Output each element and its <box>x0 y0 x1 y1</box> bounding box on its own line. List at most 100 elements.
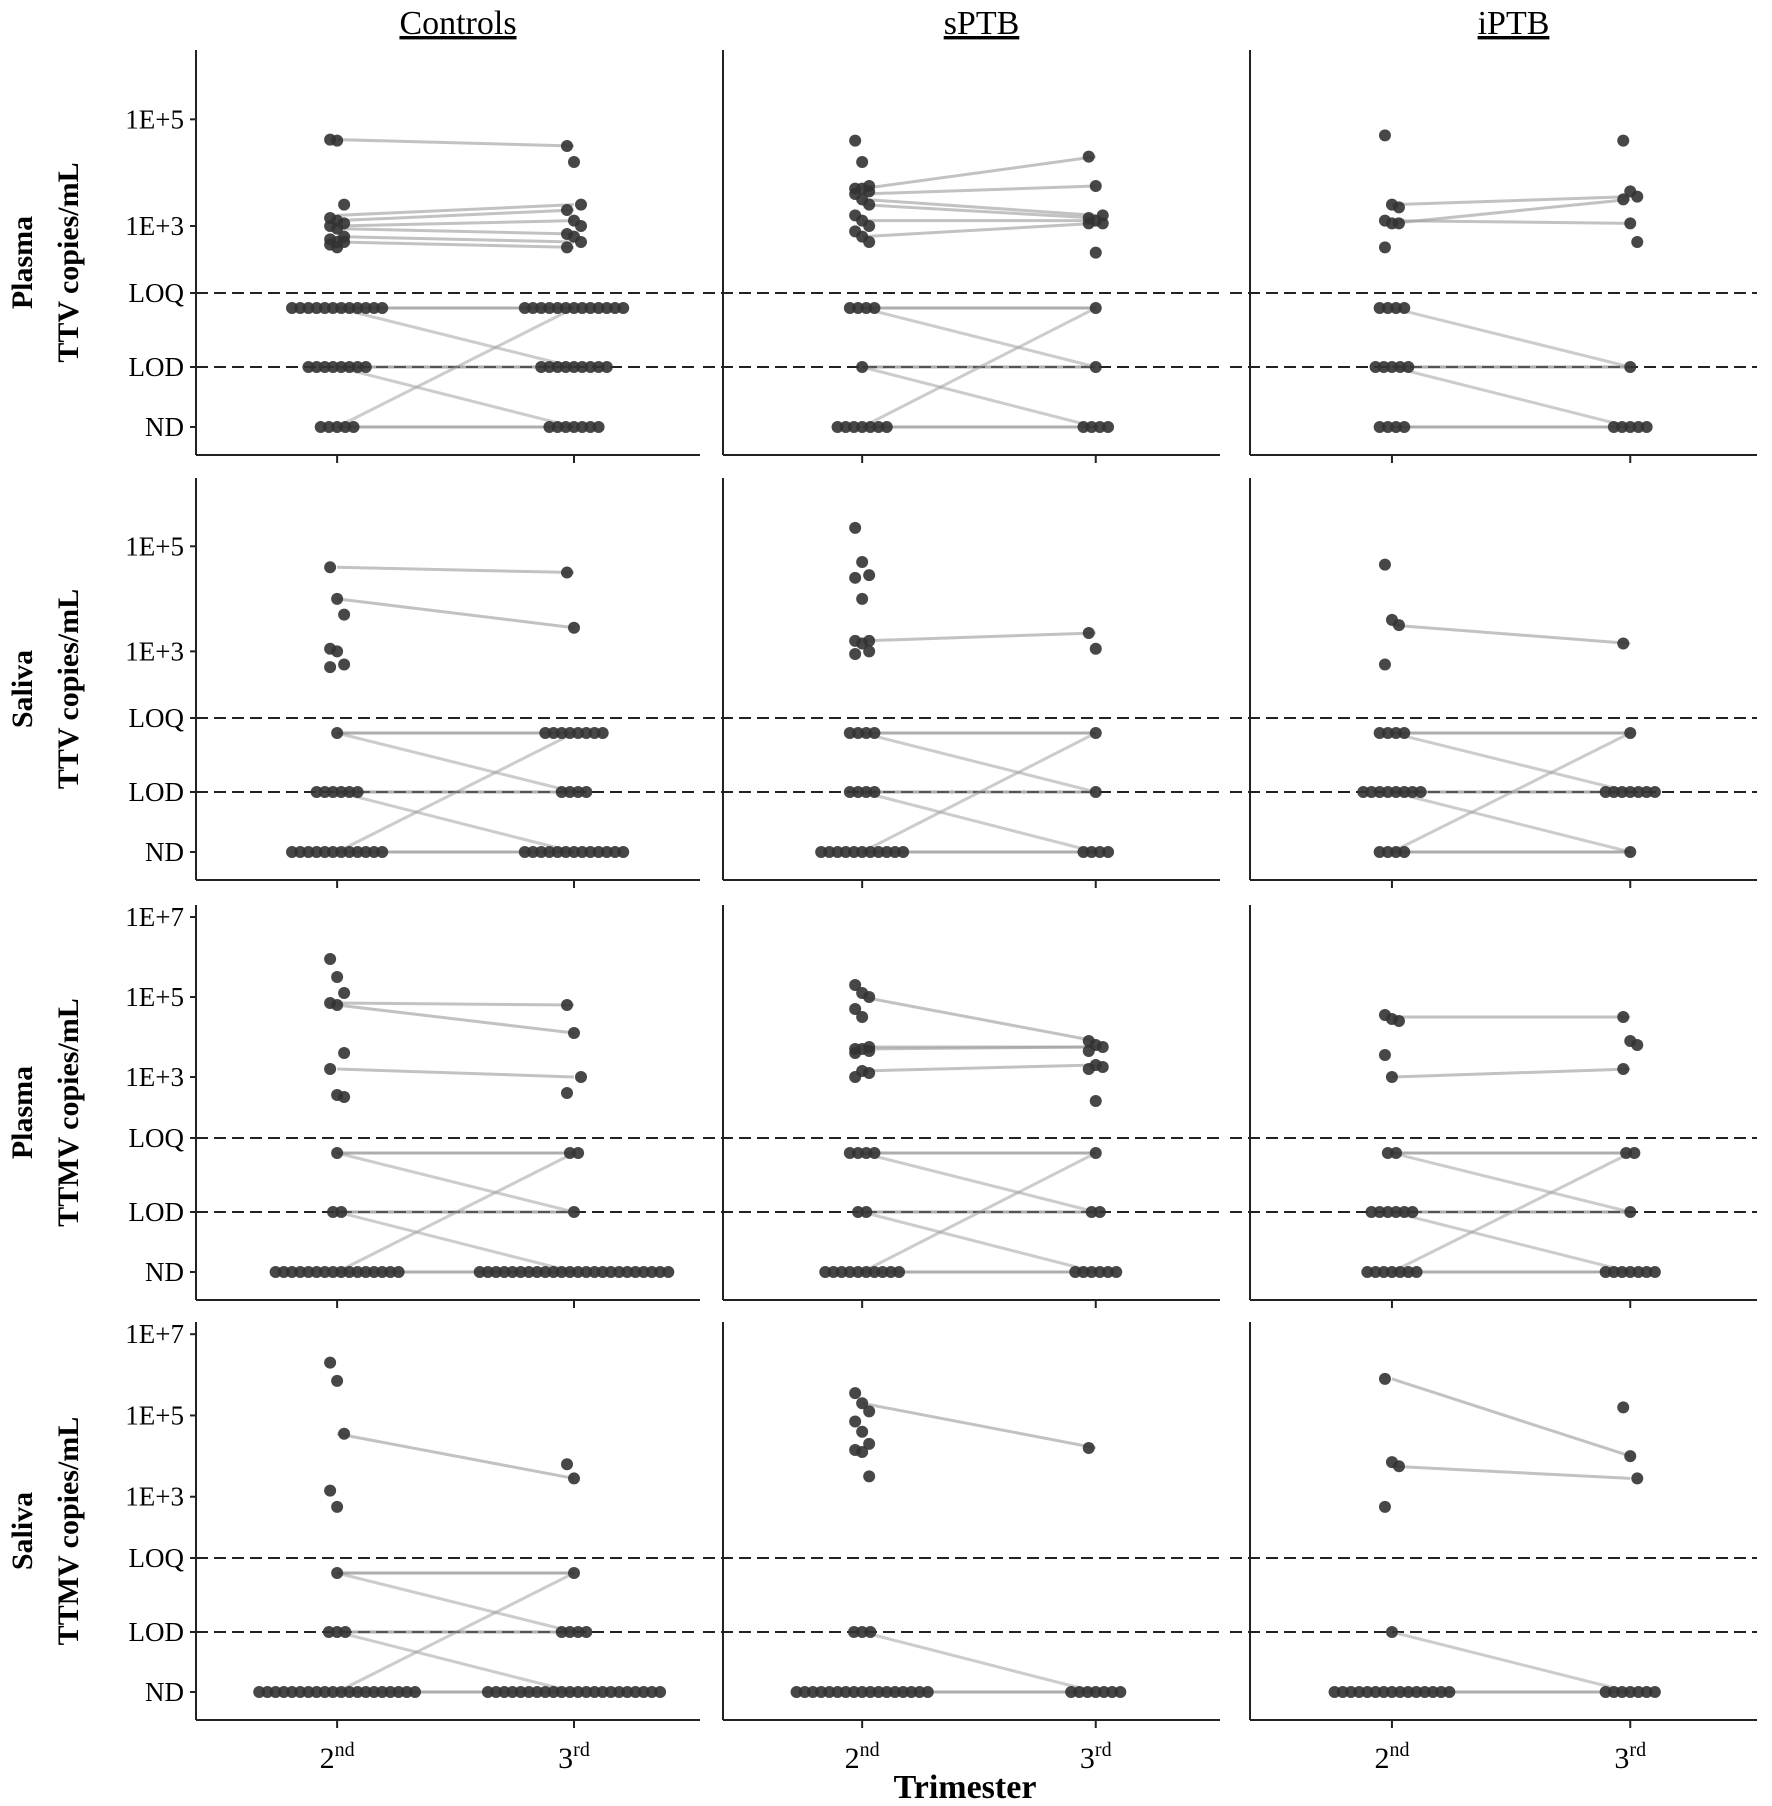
point-3rd <box>1089 246 1102 259</box>
point-3rd <box>1096 217 1109 230</box>
nd-point-2nd <box>322 421 335 433</box>
point-3rd <box>561 999 573 1011</box>
point-2nd <box>863 991 876 1003</box>
point-2nd <box>1392 1015 1405 1027</box>
loq-point-3rd <box>518 302 531 314</box>
row-label-line2: TTMV copies/mL <box>52 998 85 1227</box>
nd-point-3rd <box>609 846 621 858</box>
pair-lines <box>861 1401 1097 1694</box>
point-3rd <box>575 220 587 232</box>
pair-line <box>337 565 575 575</box>
nd-point-3rd <box>547 1686 560 1698</box>
nd-point-2nd <box>852 1266 865 1278</box>
point-3rd <box>568 1027 580 1039</box>
nd-point-3rd <box>1632 421 1645 433</box>
point-2nd <box>863 1045 876 1057</box>
nd-point-3rd <box>580 1686 593 1698</box>
nd-point-2nd <box>1385 1686 1398 1698</box>
nd-point-2nd <box>335 1686 348 1698</box>
nd-point-2nd <box>1385 1266 1398 1278</box>
nd-point-2nd <box>835 1266 848 1278</box>
nd-point-2nd <box>872 846 885 858</box>
point-2nd <box>863 1405 876 1418</box>
nd-point-2nd <box>884 1266 897 1278</box>
lod-point-3rd <box>1599 786 1612 798</box>
nd-point-2nd <box>864 846 877 858</box>
nd-point-3rd <box>1077 1266 1090 1278</box>
nd-point-2nd <box>1369 1266 1382 1278</box>
row-label-line1: Plasma <box>6 1066 39 1159</box>
nd-point-2nd <box>864 421 877 433</box>
nd-point-2nd <box>310 1686 323 1698</box>
pair-line <box>861 995 1097 1043</box>
nd-point-3rd <box>1073 1686 1086 1698</box>
pair-line <box>862 1063 1096 1073</box>
point-2nd <box>849 571 862 584</box>
loq-point-2nd <box>368 302 381 314</box>
nd-point-3rd <box>604 1266 617 1278</box>
point-2nd <box>1378 1049 1391 1061</box>
y-tick-label: LOQ <box>129 1543 185 1573</box>
y-tick-label: 1E+3 <box>125 636 184 666</box>
point-2nd <box>324 1484 337 1497</box>
nd-point-3rd <box>1085 421 1098 433</box>
pair-line <box>336 306 575 429</box>
nd-point-3rd <box>1648 1266 1661 1278</box>
nd-point-2nd <box>1373 421 1386 433</box>
nd-point-3rd <box>535 846 548 858</box>
nd-point-2nd <box>1394 1266 1407 1278</box>
pair-line <box>1391 219 1631 225</box>
nd-point-3rd <box>498 1686 511 1698</box>
x-axis-title: Trimester <box>894 1769 1037 1806</box>
loq-point-3rd <box>555 727 568 739</box>
nd-point-3rd <box>629 1686 642 1698</box>
nd-point-2nd <box>335 1266 348 1278</box>
point-3rd <box>1631 1039 1644 1051</box>
lod-point-3rd <box>551 361 564 373</box>
nd-point-2nd <box>1361 1686 1374 1698</box>
point-2nd <box>849 979 862 991</box>
loq-point-3rd <box>584 302 597 314</box>
nd-point-2nd <box>1390 421 1403 433</box>
nd-point-3rd <box>1093 1266 1106 1278</box>
point-2nd <box>849 134 862 147</box>
point-2nd <box>324 661 337 674</box>
nd-point-2nd <box>1426 1686 1439 1698</box>
loq-point-3rd <box>576 302 589 314</box>
row-label-line2: TTMV copies/mL <box>52 1417 85 1646</box>
loq-point-3rd <box>588 727 601 739</box>
point-2nd <box>1392 217 1405 230</box>
point-2nd <box>863 1437 876 1450</box>
loq-point-2nd <box>343 302 356 314</box>
loq-point-3rd <box>1620 1147 1633 1159</box>
lod-point-2nd <box>318 786 331 798</box>
point-2nd <box>849 1415 862 1428</box>
lod-point-2nd <box>359 361 372 373</box>
lod-point-3rd <box>555 1626 568 1638</box>
pair-line <box>336 1151 575 1274</box>
row-label: Plasma TTV copies/mL <box>6 162 85 362</box>
nd-point-3rd <box>490 1686 503 1698</box>
nd-point-2nd <box>1398 846 1411 858</box>
pair-line <box>337 138 575 148</box>
loq-point-3rd <box>1628 1147 1641 1159</box>
nd-point-3rd <box>522 1686 535 1698</box>
nd-point-2nd <box>1435 1686 1448 1698</box>
pair-line <box>1391 195 1631 207</box>
nd-point-2nd <box>880 421 893 433</box>
loq-point-2nd <box>843 727 856 739</box>
nd-point-2nd <box>376 846 389 858</box>
nd-point-2nd <box>880 1686 893 1698</box>
point-3rd <box>1096 1041 1109 1053</box>
nd-point-2nd <box>347 421 360 433</box>
nd-point-2nd <box>823 1686 836 1698</box>
row-label-line1: Saliva <box>6 650 39 728</box>
lod-point-2nd <box>852 1206 865 1218</box>
y-tick-label: 1E+5 <box>125 982 184 1012</box>
point-2nd <box>849 1387 862 1400</box>
pair-line <box>861 1151 1097 1214</box>
lod-point-2nd <box>847 1626 860 1638</box>
nd-point-2nd <box>860 1266 873 1278</box>
nd-point-2nd <box>335 846 348 858</box>
